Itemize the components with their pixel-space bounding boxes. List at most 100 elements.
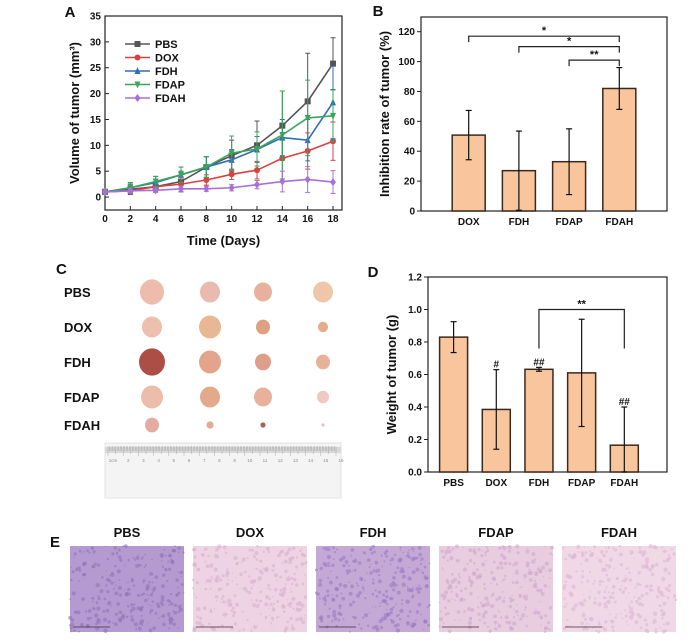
tissue-texture bbox=[287, 603, 291, 607]
tissue-texture bbox=[628, 608, 632, 611]
tissue-texture bbox=[501, 599, 506, 603]
tissue-texture bbox=[83, 550, 85, 553]
tissue-texture bbox=[449, 555, 454, 561]
tissue-texture bbox=[438, 617, 444, 622]
tissue-texture bbox=[494, 624, 496, 626]
tissue-texture bbox=[584, 551, 588, 555]
tissue-texture bbox=[326, 614, 331, 619]
tissue-texture bbox=[266, 587, 269, 590]
tissue-texture bbox=[140, 593, 144, 597]
tissue-texture bbox=[150, 613, 152, 615]
tissue-texture bbox=[254, 551, 259, 555]
tissue-texture bbox=[177, 546, 182, 550]
tissue-texture bbox=[281, 562, 284, 564]
tissue-texture bbox=[667, 583, 672, 588]
tissue-texture bbox=[147, 622, 150, 624]
tumor-sample bbox=[199, 315, 221, 339]
tissue-texture bbox=[182, 591, 185, 594]
tissue-texture bbox=[477, 596, 480, 598]
tissue-texture bbox=[133, 622, 138, 627]
tissue-texture bbox=[211, 563, 213, 566]
x-tick-label-d: FDAH bbox=[610, 478, 638, 489]
tissue-texture bbox=[667, 553, 670, 557]
tissue-texture bbox=[414, 619, 417, 622]
data-point bbox=[304, 114, 311, 122]
tissue-texture bbox=[469, 584, 473, 588]
tissue-texture bbox=[259, 590, 263, 594]
tissue-texture bbox=[357, 584, 360, 587]
tissue-texture bbox=[515, 571, 519, 575]
tissue-texture bbox=[523, 577, 526, 580]
tissue-texture bbox=[300, 548, 303, 551]
tissue-texture bbox=[420, 569, 423, 572]
tissue-texture bbox=[116, 569, 121, 574]
tissue-texture bbox=[498, 611, 501, 613]
tissue-texture bbox=[81, 552, 83, 554]
tissue-texture bbox=[205, 564, 210, 569]
tissue-texture bbox=[335, 594, 339, 598]
tissue-texture bbox=[209, 608, 213, 611]
tissue-texture bbox=[597, 558, 603, 563]
tissue-texture bbox=[410, 623, 415, 628]
tissue-texture bbox=[393, 553, 397, 557]
tissue-texture bbox=[406, 621, 409, 624]
tissue-texture bbox=[300, 603, 305, 608]
tissue-texture bbox=[395, 603, 398, 606]
tissue-texture bbox=[389, 607, 394, 612]
tissue-texture bbox=[377, 590, 382, 594]
tissue-texture bbox=[168, 600, 171, 603]
tissue-texture bbox=[81, 597, 85, 601]
tissue-texture bbox=[516, 551, 520, 555]
tissue-texture bbox=[534, 570, 538, 574]
tissue-texture bbox=[289, 616, 293, 621]
tissue-texture bbox=[406, 614, 410, 618]
tissue-texture bbox=[536, 567, 541, 572]
tissue-texture bbox=[603, 604, 608, 609]
tissue-texture bbox=[606, 599, 611, 605]
tissue-texture bbox=[519, 586, 521, 589]
legend-marker bbox=[134, 94, 141, 102]
tissue-texture bbox=[151, 600, 155, 603]
y-tick-label-a: 5 bbox=[95, 167, 101, 178]
tissue-texture bbox=[580, 581, 583, 584]
histology-title: FDAH bbox=[601, 525, 637, 540]
tissue-texture bbox=[319, 619, 324, 623]
histology-image-fdah bbox=[561, 544, 678, 634]
tissue-texture bbox=[519, 617, 523, 621]
ruler-label: 15 bbox=[323, 458, 329, 463]
tissue-texture bbox=[218, 578, 223, 582]
tissue-texture bbox=[481, 550, 483, 552]
tissue-texture bbox=[259, 546, 262, 548]
tumor-sample bbox=[256, 319, 270, 335]
tissue-texture bbox=[419, 560, 421, 562]
tissue-texture bbox=[628, 603, 631, 606]
tissue-texture bbox=[498, 561, 504, 566]
row-label: FDH bbox=[64, 355, 91, 370]
tissue-texture bbox=[214, 579, 219, 583]
tissue-texture bbox=[571, 584, 576, 589]
tissue-texture bbox=[580, 551, 584, 555]
tissue-texture bbox=[262, 550, 265, 553]
ruler-label: 16 bbox=[338, 458, 344, 463]
tissue-texture bbox=[361, 585, 363, 587]
tissue-texture bbox=[375, 570, 378, 573]
tissue-texture bbox=[348, 630, 351, 633]
tissue-texture bbox=[93, 562, 97, 566]
tissue-texture bbox=[107, 601, 112, 606]
tissue-texture bbox=[161, 614, 166, 618]
tissue-texture bbox=[633, 557, 635, 559]
tissue-texture bbox=[259, 559, 263, 563]
tissue-texture bbox=[607, 547, 610, 550]
tissue-texture bbox=[114, 581, 116, 583]
tissue-texture bbox=[96, 619, 101, 624]
tissue-texture bbox=[342, 618, 345, 620]
tissue-texture bbox=[160, 615, 163, 618]
tissue-texture bbox=[301, 582, 305, 586]
tissue-texture bbox=[588, 595, 591, 598]
tissue-texture bbox=[227, 578, 230, 581]
tissue-texture bbox=[577, 550, 580, 553]
tissue-texture bbox=[94, 613, 99, 618]
x-tick-label-d: DOX bbox=[485, 478, 507, 489]
tissue-texture bbox=[220, 624, 224, 628]
x-tick-label-b: FDH bbox=[509, 217, 530, 228]
